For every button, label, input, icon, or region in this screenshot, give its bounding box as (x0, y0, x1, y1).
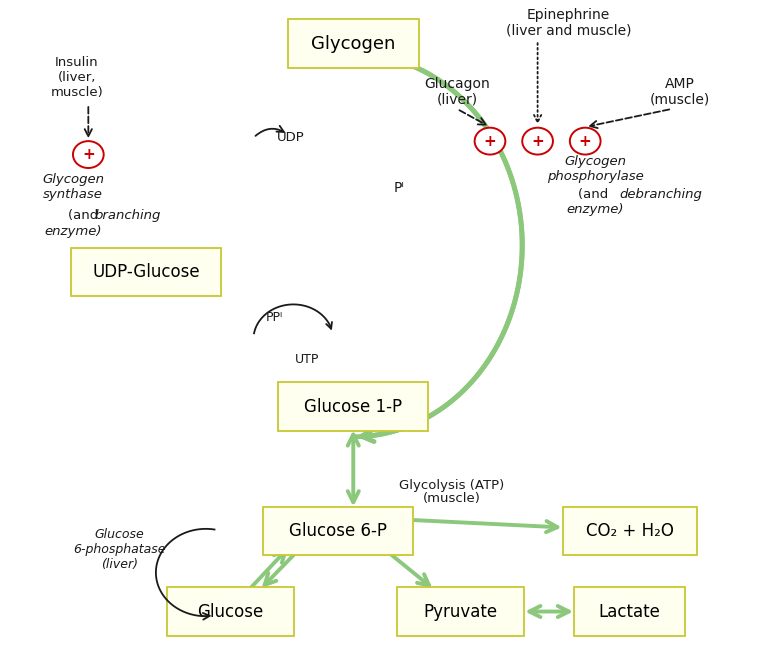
FancyBboxPatch shape (397, 587, 524, 636)
Circle shape (73, 141, 104, 168)
Text: +: + (484, 134, 496, 149)
Circle shape (522, 128, 553, 155)
Text: +: + (82, 147, 94, 162)
FancyBboxPatch shape (167, 587, 293, 636)
Text: Glucose 1-P: Glucose 1-P (304, 398, 402, 415)
Text: (muscle): (muscle) (650, 93, 710, 106)
Text: Glycolysis (ATP): Glycolysis (ATP) (399, 478, 505, 492)
Text: AMP: AMP (665, 77, 694, 91)
FancyBboxPatch shape (574, 587, 685, 636)
Text: UDP: UDP (276, 131, 304, 144)
Text: Lactate: Lactate (599, 603, 660, 620)
Text: debranching: debranching (620, 188, 703, 202)
Text: enzyme): enzyme) (45, 225, 101, 239)
Text: +: + (579, 134, 591, 149)
Text: Insulin
(liver,
muscle): Insulin (liver, muscle) (51, 56, 103, 99)
Circle shape (570, 128, 601, 155)
FancyBboxPatch shape (263, 507, 413, 555)
Text: (liver and muscle): (liver and muscle) (505, 24, 631, 37)
Text: CO₂ + H₂O: CO₂ + H₂O (586, 522, 674, 540)
Text: UDP-Glucose: UDP-Glucose (92, 263, 200, 281)
Text: (and: (and (68, 208, 102, 222)
Text: PPᴵ: PPᴵ (266, 310, 283, 324)
FancyBboxPatch shape (279, 382, 429, 431)
Text: Glycogen
phosphorylase: Glycogen phosphorylase (547, 155, 644, 183)
FancyBboxPatch shape (562, 507, 697, 555)
Text: branching: branching (94, 208, 161, 222)
Text: enzyme): enzyme) (567, 203, 624, 216)
Text: Glucose
6-phosphatase
(liver): Glucose 6-phosphatase (liver) (73, 528, 165, 571)
Text: (muscle): (muscle) (422, 492, 481, 505)
FancyBboxPatch shape (71, 248, 221, 296)
Text: Glycogen
synthase: Glycogen synthase (42, 173, 104, 201)
Text: UTP: UTP (295, 353, 319, 366)
Text: (liver): (liver) (436, 93, 478, 106)
Text: (and: (and (578, 188, 612, 202)
Text: Glucose 6-P: Glucose 6-P (289, 522, 387, 540)
Text: Glycogen: Glycogen (311, 35, 396, 52)
Text: Pᴵ: Pᴵ (394, 181, 405, 195)
Text: Pyruvate: Pyruvate (424, 603, 498, 620)
Text: Glucagon: Glucagon (424, 77, 490, 91)
Text: Epinephrine: Epinephrine (527, 8, 610, 22)
Text: +: + (531, 134, 544, 149)
Circle shape (475, 128, 505, 155)
Text: Glucose: Glucose (197, 603, 263, 620)
FancyBboxPatch shape (288, 19, 419, 68)
